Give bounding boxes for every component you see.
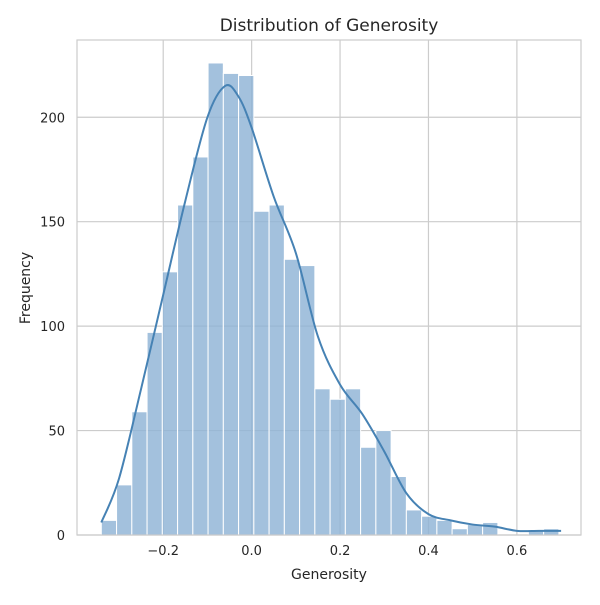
- y-tick-label: 100: [40, 320, 65, 335]
- x-tick-label: 0.2: [330, 544, 351, 559]
- y-tick-label: 150: [40, 216, 65, 231]
- histogram-bar: [314, 388, 331, 536]
- bar-layer: [100, 62, 560, 536]
- y-tick-label: 0: [57, 529, 65, 544]
- y-tick-label: 50: [48, 425, 65, 440]
- plot-frame: [76, 39, 582, 536]
- histogram-bar: [344, 388, 362, 536]
- histogram-bar: [238, 75, 255, 536]
- x-tick-label: 0.0: [241, 544, 262, 559]
- histogram-bar: [192, 156, 209, 536]
- histogram-bar: [390, 476, 407, 536]
- histogram-bar: [207, 62, 224, 536]
- histogram-bar: [421, 515, 438, 536]
- histogram-bar: [405, 509, 423, 536]
- kde-curve: [100, 84, 562, 533]
- histogram-bar: [177, 204, 194, 536]
- histogram-bar: [222, 72, 240, 536]
- histogram-bar: [268, 204, 285, 536]
- histogram-bar: [161, 271, 179, 536]
- x-tick-label: 0.4: [418, 544, 439, 559]
- histogram-bar: [253, 210, 270, 536]
- histogram-bar: [116, 484, 133, 536]
- histogram-bar: [299, 265, 316, 536]
- x-axis-label: Generosity: [291, 567, 367, 583]
- x-tick-label: 0.6: [507, 544, 528, 559]
- chart-title: Distribution of Generosity: [220, 16, 439, 36]
- y-axis-label: Frequency: [18, 252, 34, 324]
- histogram-bar: [283, 258, 301, 536]
- histogram-bar: [451, 528, 468, 536]
- histogram-bar: [543, 528, 560, 536]
- kde-layer: [100, 84, 562, 533]
- tick-layer: −0.2 0.0 0.2 0.4 0.6 0 50 100 150 200: [40, 111, 527, 559]
- histogram-bar: [360, 446, 377, 536]
- histogram-bar: [375, 430, 392, 536]
- histogram-bar: [100, 519, 118, 536]
- histogram-bar: [436, 519, 453, 536]
- histogram-bar: [131, 411, 148, 536]
- histogram-bar: [482, 521, 499, 536]
- x-tick-label: −0.2: [147, 544, 179, 559]
- y-tick-label: 200: [40, 111, 65, 126]
- histogram-bar: [329, 398, 346, 536]
- histogram-bar: [146, 331, 163, 536]
